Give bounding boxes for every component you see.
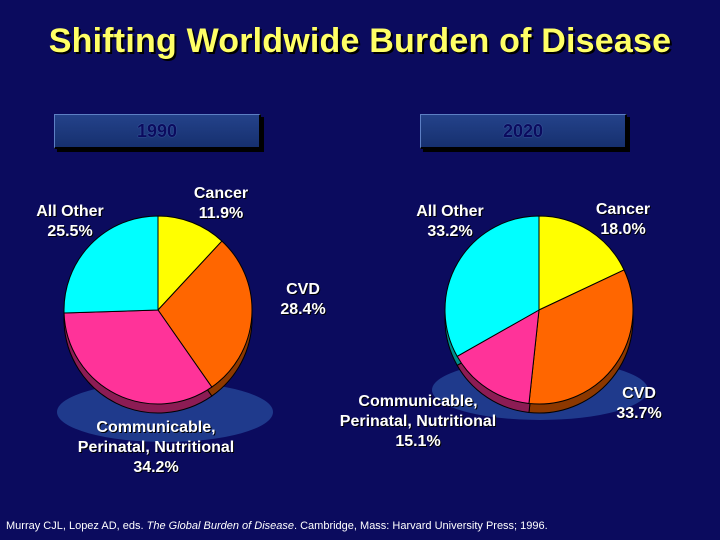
citation-authors: Murray CJL, Lopez AD, eds. bbox=[6, 520, 147, 532]
citation: Murray CJL, Lopez AD, eds. The Global Bu… bbox=[6, 520, 548, 532]
label-1990-communicable: Communicable, Perinatal, Nutritional 34.2% bbox=[77, 419, 235, 476]
label-2020-cvd: CVD 33.7% bbox=[616, 385, 662, 422]
year-label-2020: 2020 bbox=[420, 114, 627, 149]
citation-book-title: The Global Burden of Disease bbox=[146, 520, 294, 532]
pie-1990-slice-cancer bbox=[157, 215, 223, 312]
citation-publisher: . Cambridge, Mass: Harvard University Pr… bbox=[294, 520, 548, 532]
pie-2020-slice-cvd bbox=[528, 269, 634, 405]
pie-1990 bbox=[63, 215, 253, 414]
pie-2020-slice-cancer bbox=[538, 215, 625, 311]
pie-2020-slice-all-other bbox=[444, 215, 540, 357]
label-2020-cancer: Cancer 18.0% bbox=[595, 201, 651, 238]
pie-1990-slice-communicable bbox=[63, 309, 213, 405]
label-1990-cancer: Cancer 11.9% bbox=[193, 185, 249, 222]
label-1990-cvd: CVD 28.4% bbox=[280, 281, 326, 318]
label-2020-communicable: Communicable, Perinatal, Nutritional 15.1% bbox=[339, 393, 497, 450]
pie-1990-slice-all-other bbox=[63, 215, 159, 314]
year-label-1990: 1990 bbox=[54, 114, 261, 149]
pie-1990-slice-cvd bbox=[157, 240, 253, 388]
label-2020-all-other: All Other 33.2% bbox=[416, 203, 484, 240]
pie-2020-slice-communicable bbox=[456, 309, 540, 405]
pie-2020 bbox=[444, 215, 634, 414]
label-1990-all-other: All Other 25.5% bbox=[36, 203, 104, 240]
slide-title: Shifting Worldwide Burden of Disease bbox=[48, 22, 672, 60]
